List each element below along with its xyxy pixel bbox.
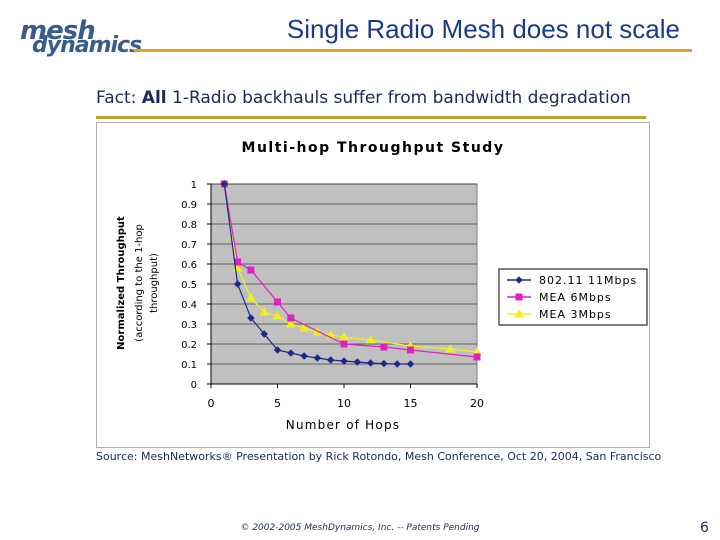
y-axis-label-3: throughput) (149, 253, 160, 313)
x-tick-label: 20 (470, 397, 484, 410)
data-point-s1 (407, 346, 414, 354)
chart-container: Multi-hop Throughput Study Normalized Th… (96, 122, 650, 448)
data-point-s2 (285, 318, 296, 328)
data-point-s0 (380, 359, 388, 368)
y-axis-label-1: Normalized Throughput (116, 216, 127, 350)
data-point-s0 (340, 357, 348, 365)
y-tick-label: 0.6 (181, 260, 197, 271)
legend-swatch-marker (515, 293, 523, 301)
data-point-s0 (247, 314, 255, 322)
y-tick-label: 0.1 (181, 360, 197, 371)
fact-prefix: Fact: (96, 88, 142, 108)
data-point-s1 (247, 266, 255, 274)
data-point-s0 (273, 346, 282, 354)
legend-swatch-marker (515, 276, 523, 284)
throughput-chart: Multi-hop Throughput Study Normalized Th… (116, 140, 648, 432)
data-point-s2 (339, 331, 349, 341)
data-point-s1 (287, 314, 295, 322)
source-label: Source: (96, 450, 138, 463)
chart-title: Multi-hop Throughput Study (242, 140, 505, 156)
data-point-s2 (445, 343, 456, 353)
data-point-s0 (220, 180, 229, 188)
legend-entry: MEA 3Mbps (539, 308, 612, 321)
y-tick-label: 0.5 (181, 280, 197, 291)
x-tick-label: 15 (404, 397, 418, 410)
x-axis-label: Number of Hops (286, 418, 400, 432)
y-tick-label: 0.8 (181, 220, 197, 231)
fact-statement: Fact: All 1-Radio backhauls suffer from … (96, 88, 631, 108)
data-point-s0 (326, 356, 335, 364)
x-tick-label: 5 (274, 397, 281, 410)
fact-text: 1-Radio backhauls suffer from bandwidth … (166, 88, 631, 108)
data-point-s1 (274, 298, 281, 306)
data-point-s0 (393, 360, 401, 368)
data-point-s0 (313, 354, 322, 362)
y-axis-label-2: (according to the 1-hop (134, 224, 145, 342)
legend-entry: 802.11 11Mbps (539, 274, 637, 287)
y-tick-label: 1 (191, 180, 197, 191)
data-point-s2 (299, 322, 309, 332)
copyright-footer: © 2002-2005 MeshDynamics, Inc. -- Patent… (240, 523, 480, 533)
data-point-s0 (406, 360, 415, 368)
y-tick-label: 0.9 (181, 200, 197, 211)
data-point-s0 (300, 352, 308, 360)
data-point-s2 (259, 306, 270, 316)
data-point-s0 (287, 349, 295, 357)
fact-emphasis: All (141, 88, 167, 108)
y-tick-label: 0.2 (181, 340, 197, 351)
fact-underline (96, 116, 646, 119)
page-number: 6 (700, 520, 709, 536)
data-point-s2 (365, 334, 376, 344)
source-text: MeshNetworks® Presentation by Rick Roton… (137, 450, 662, 463)
data-point-s2 (246, 292, 256, 302)
x-tick-label: 0 (208, 397, 215, 410)
x-tick-label: 10 (337, 397, 351, 410)
legend-swatch-marker (514, 308, 524, 318)
data-point-s1 (380, 343, 388, 351)
legend-entry: MEA 6Mbps (539, 291, 612, 304)
logo-line-2: dynamics (32, 33, 142, 58)
data-point-s0 (366, 359, 375, 367)
y-tick-label: 0.7 (181, 240, 197, 251)
data-point-s2 (272, 310, 283, 320)
y-tick-label: 0 (191, 380, 197, 391)
data-point-s0 (260, 330, 268, 338)
y-tick-label: 0.4 (181, 300, 197, 311)
mesh-dynamics-logo: mesh dynamics (20, 16, 142, 58)
y-tick-label: 0.3 (181, 320, 197, 331)
data-point-s1 (473, 353, 481, 361)
data-point-s0 (233, 280, 242, 288)
data-point-s1 (340, 340, 348, 348)
slide-title: Single Radio Mesh does not scale (286, 14, 680, 44)
title-underline (134, 49, 692, 52)
logo-line-1: mesh (20, 16, 96, 46)
data-point-s0 (353, 358, 362, 366)
source-citation: Source: MeshNetworks® Presentation by Ri… (96, 450, 661, 463)
